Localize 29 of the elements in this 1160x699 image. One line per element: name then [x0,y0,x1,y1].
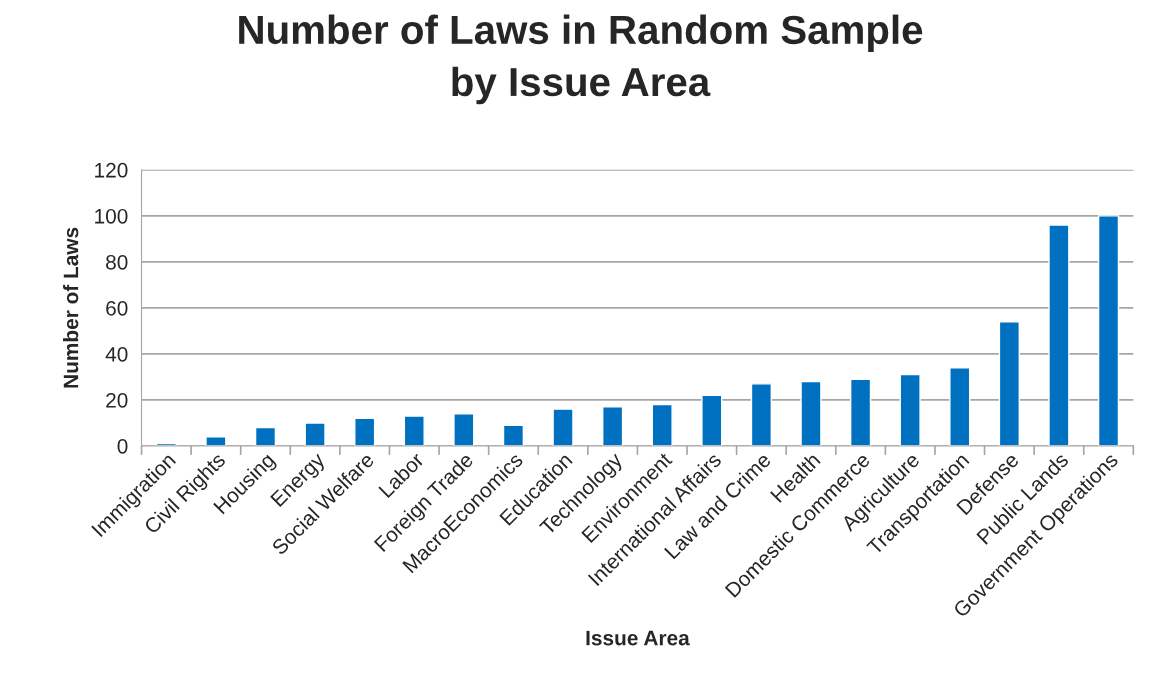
bar [800,380,822,446]
bar [502,424,525,446]
bar [602,406,624,446]
y-tick-label: 100 [95,208,128,224]
chart-title: Number of Laws in Random Sample by Issue Area [239,14,923,105]
bar [205,436,227,446]
x-axis-title: Issue Area [586,630,690,646]
bar [304,422,326,446]
bar [254,426,277,446]
y-tick-label: 80 [106,254,128,270]
bar [949,367,971,446]
y-tick-label: 60 [106,300,128,316]
bar [354,417,376,446]
bar [1097,215,1120,446]
bar [849,378,872,446]
bar [701,394,723,446]
bar [552,408,574,446]
bar [651,403,673,446]
bar [998,321,1020,446]
y-tick-label: 0 [117,438,128,454]
bar [899,373,921,446]
y-tick-label: 40 [105,346,128,362]
bar [750,383,773,446]
bar [1048,224,1070,446]
y-axis-title: Number of Laws [63,227,79,388]
y-tick-label: 120 [95,162,128,178]
bar [453,413,475,446]
bar [403,415,425,446]
y-tick-label: 20 [106,392,128,408]
